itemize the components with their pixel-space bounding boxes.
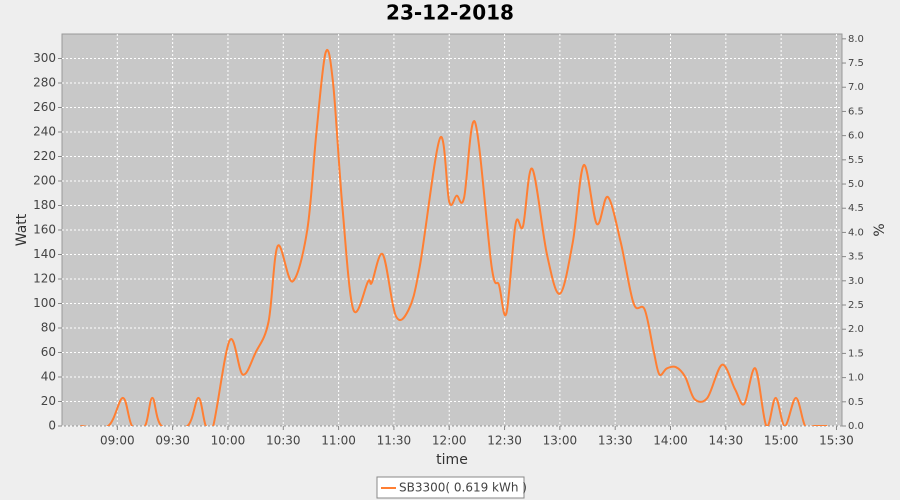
- y2-tick-label: 5.5: [848, 155, 864, 166]
- legend-label: SB3300( 0.619 kWh ): [399, 481, 527, 495]
- y-axis-label: Watt: [14, 213, 30, 246]
- y2-tick-label: 7.5: [848, 58, 864, 69]
- x-tick-label: 11:00: [321, 434, 356, 448]
- y2-tick-label: 1.5: [848, 348, 864, 359]
- y-tick-label: 280: [33, 76, 56, 90]
- y2-tick-label: 3.0: [848, 276, 864, 287]
- y2-tick-label: 6.0: [848, 131, 864, 142]
- y2-tick-label: 8.0: [848, 34, 864, 45]
- x-tick-label: 12:00: [432, 434, 467, 448]
- y-tick-label: 120: [33, 272, 56, 286]
- chart-title: 23-12-2018: [386, 1, 514, 25]
- y2-axis-label: %: [872, 223, 888, 236]
- x-tick-label: 10:30: [266, 434, 301, 448]
- y2-tick-label: 5.0: [848, 179, 864, 190]
- x-tick-label: 12:30: [487, 434, 522, 448]
- y-tick-label: 160: [33, 223, 56, 237]
- y-tick-label: 40: [41, 370, 56, 384]
- y2-tick-label: 4.5: [848, 203, 864, 214]
- y-tick-label: 0: [48, 419, 56, 433]
- y2-tick-label: 0.0: [848, 421, 864, 432]
- x-tick-label: 13:00: [543, 434, 578, 448]
- y2-tick-label: 4.0: [848, 227, 864, 238]
- y2-tick-label: 2.0: [848, 324, 864, 335]
- x-tick-label: 10:00: [211, 434, 246, 448]
- y2-tick-label: 7.0: [848, 82, 864, 93]
- legend-box: [376, 476, 525, 499]
- y-tick-label: 180: [33, 198, 56, 212]
- y-tick-label: 140: [33, 247, 56, 261]
- y-tick-label: 240: [33, 125, 56, 139]
- x-tick-label: 09:00: [100, 434, 135, 448]
- x-tick-label: 15:30: [819, 434, 854, 448]
- x-tick-label: 15:00: [764, 434, 799, 448]
- x-axis-label: time: [436, 452, 468, 468]
- x-tick-label: 14:30: [709, 434, 744, 448]
- y2-tick-label: 6.5: [848, 106, 864, 117]
- y2-tick-label: 2.5: [848, 300, 864, 311]
- y-tick-label: 20: [41, 394, 56, 408]
- y-tick-label: 60: [41, 345, 56, 359]
- y2-tick-label: 1.0: [848, 373, 864, 384]
- x-tick-label: 11:30: [377, 434, 412, 448]
- x-tick-label: 09:30: [155, 434, 190, 448]
- y-tick-label: 220: [33, 149, 56, 163]
- y-tick-label: 80: [41, 321, 56, 335]
- x-tick-label: 14:00: [653, 434, 688, 448]
- series-line: [80, 49, 828, 426]
- y-tick-label: 100: [33, 296, 56, 310]
- y-tick-label: 300: [33, 51, 56, 65]
- y-tick-label: 260: [33, 100, 56, 114]
- x-tick-label: 13:30: [598, 434, 633, 448]
- y2-tick-label: 0.5: [848, 397, 864, 408]
- grid: [62, 34, 842, 427]
- y2-tick-label: 3.5: [848, 252, 864, 263]
- y-tick-label: 200: [33, 174, 56, 188]
